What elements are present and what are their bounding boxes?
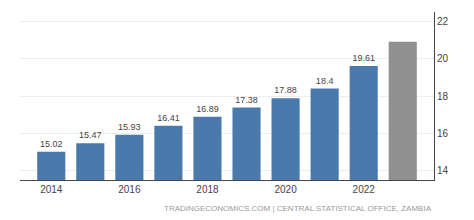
svg-text:2016: 2016 — [118, 184, 141, 195]
svg-text:2018: 2018 — [196, 184, 219, 195]
svg-text:15.02: 15.02 — [40, 139, 63, 149]
svg-text:2014: 2014 — [40, 184, 63, 195]
svg-text:16.41: 16.41 — [157, 113, 180, 123]
svg-text:TRADINGECONOMICS.COM | CENTRAL: TRADINGECONOMICS.COM | CENTRAL STATISTIC… — [164, 204, 432, 213]
svg-text:22: 22 — [437, 16, 449, 27]
svg-text:2020: 2020 — [274, 184, 297, 195]
svg-text:14: 14 — [437, 165, 449, 176]
svg-text:15.47: 15.47 — [79, 130, 102, 140]
svg-text:18.4: 18.4 — [316, 76, 334, 86]
svg-text:17.38: 17.38 — [235, 95, 258, 105]
svg-text:20: 20 — [437, 53, 449, 64]
svg-text:18: 18 — [437, 91, 449, 102]
svg-text:16.89: 16.89 — [196, 104, 219, 114]
svg-text:15.93: 15.93 — [118, 122, 141, 132]
svg-text:2022: 2022 — [353, 184, 376, 195]
svg-text:19.61: 19.61 — [352, 53, 375, 63]
svg-text:17.88: 17.88 — [274, 85, 297, 95]
svg-text:16: 16 — [437, 128, 449, 139]
